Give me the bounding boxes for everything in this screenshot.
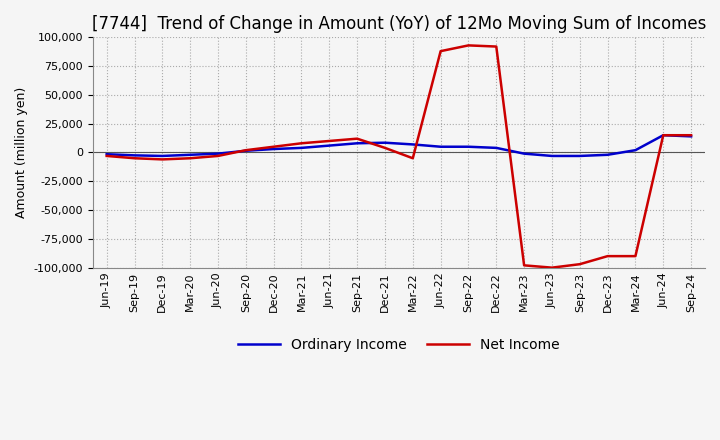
Y-axis label: Amount (million yen): Amount (million yen) (15, 87, 28, 218)
Net Income (659, 132, 667, 138)
Line: Ordinary Income: Ordinary Income (107, 135, 691, 156)
Ordinary Income (269, 147, 278, 152)
Net Income (102, 153, 111, 158)
Ordinary Income (297, 145, 306, 150)
Net Income (548, 265, 557, 270)
Ordinary Income (436, 144, 445, 149)
Net Income (464, 43, 473, 48)
Ordinary Income (158, 153, 166, 158)
Ordinary Income (186, 152, 194, 158)
Net Income (241, 147, 250, 153)
Net Income (353, 136, 361, 141)
Ordinary Income (464, 144, 473, 149)
Ordinary Income (631, 147, 640, 153)
Title: [7744]  Trend of Change in Amount (YoY) of 12Mo Moving Sum of Incomes: [7744] Trend of Change in Amount (YoY) o… (91, 15, 706, 33)
Net Income (214, 153, 222, 158)
Ordinary Income (353, 141, 361, 146)
Net Income (186, 156, 194, 161)
Net Income (408, 156, 417, 161)
Ordinary Income (102, 151, 111, 157)
Ordinary Income (214, 151, 222, 156)
Ordinary Income (548, 153, 557, 158)
Legend: Ordinary Income, Net Income: Ordinary Income, Net Income (233, 332, 565, 357)
Net Income (492, 44, 500, 49)
Net Income (381, 145, 390, 150)
Net Income (297, 141, 306, 146)
Ordinary Income (520, 151, 528, 156)
Ordinary Income (241, 148, 250, 154)
Net Income (520, 263, 528, 268)
Ordinary Income (603, 152, 612, 158)
Line: Net Income: Net Income (107, 45, 691, 268)
Ordinary Income (659, 132, 667, 138)
Net Income (575, 261, 584, 267)
Ordinary Income (492, 145, 500, 150)
Net Income (436, 48, 445, 54)
Net Income (269, 144, 278, 149)
Ordinary Income (381, 140, 390, 145)
Net Income (130, 156, 139, 161)
Ordinary Income (575, 153, 584, 158)
Net Income (603, 253, 612, 259)
Net Income (631, 253, 640, 259)
Ordinary Income (687, 134, 696, 139)
Ordinary Income (130, 153, 139, 158)
Net Income (325, 138, 333, 143)
Ordinary Income (325, 143, 333, 148)
Net Income (158, 157, 166, 162)
Net Income (687, 132, 696, 138)
Ordinary Income (408, 142, 417, 147)
